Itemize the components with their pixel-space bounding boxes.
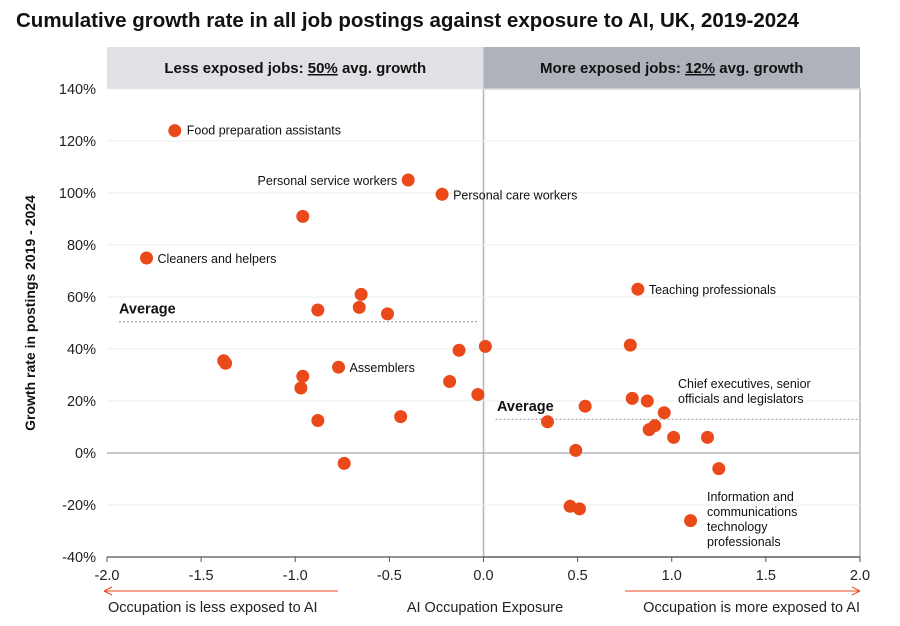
data-point	[471, 388, 485, 401]
data-point	[140, 251, 154, 265]
y-tick-label: -20%	[62, 498, 96, 514]
data-point	[394, 410, 408, 424]
point-annotation: Personal care workers	[453, 188, 577, 202]
data-point	[625, 391, 639, 405]
data-point	[642, 423, 656, 437]
data-point	[478, 339, 492, 353]
point-annotation: Personal service workers	[258, 174, 398, 188]
left-panel-value: 50%	[308, 60, 338, 77]
left-panel-prefix: Less exposed jobs:	[164, 60, 307, 77]
data-points	[140, 124, 726, 528]
more-exposed-panel-border	[482, 88, 861, 558]
right-panel-value: 12%	[685, 60, 715, 77]
x-axis-title: AI Occupation Exposure	[407, 600, 563, 616]
y-axis-title: Growth rate in postings 2019 - 2024	[22, 195, 38, 431]
gridlines: -40% -20% 0% 20% 40% 60% 80% 100% 120% 140%	[59, 82, 860, 566]
left-panel-suffix: avg. growth	[338, 60, 426, 77]
data-point	[354, 287, 368, 301]
data-point	[631, 282, 645, 296]
point-annotation: Cleaners and helpers	[158, 252, 277, 266]
y-tick-label: 120%	[59, 134, 96, 150]
y-tick-label: 40%	[67, 342, 96, 358]
point-annotation-line: communications	[707, 505, 797, 519]
y-tick-label: 20%	[67, 394, 96, 410]
data-point	[294, 381, 308, 395]
data-point	[640, 394, 654, 408]
y-tick-label: 100%	[59, 186, 96, 202]
point-annotation-line: technology	[707, 520, 768, 534]
data-point	[296, 209, 310, 223]
point-annotation-line: Information and	[707, 490, 794, 504]
data-point	[657, 406, 671, 420]
data-point	[219, 356, 233, 370]
axes: -2.0 -1.5 -1.0 -0.5 0.0 0.5 1.0 1.5 2.0 Growth ra…	[22, 195, 870, 584]
right-panel-suffix: avg. growth	[715, 60, 803, 77]
point-annotations: Food preparation assistants Personal serv…	[158, 124, 811, 549]
data-point	[401, 173, 415, 187]
data-point	[569, 443, 583, 457]
data-point	[573, 502, 587, 516]
right-panel-label: More exposed jobs: 12% avg. growth	[540, 60, 803, 77]
less-exposed-arrow-head	[103, 586, 113, 596]
data-point	[435, 187, 449, 201]
data-point	[578, 399, 592, 413]
data-point	[623, 338, 637, 352]
more-exposed-header	[483, 47, 860, 89]
data-point	[667, 430, 681, 444]
left-panel-label: Less exposed jobs: 50% avg. growth	[164, 60, 426, 77]
average-label-more-exposed: Average	[497, 399, 554, 415]
point-annotation-line: professionals	[707, 535, 781, 549]
x-tick-label: 2.0	[850, 568, 870, 584]
data-point	[712, 462, 726, 476]
bottom-labels: Occupation is less exposed to AI AI Occup…	[103, 586, 861, 616]
data-point	[296, 369, 310, 383]
y-tick-label: 80%	[67, 238, 96, 254]
data-point	[337, 456, 351, 470]
point-annotation: Chief executives, senior officials and le…	[678, 377, 811, 406]
y-tick-label: 60%	[67, 290, 96, 306]
data-point	[311, 303, 325, 317]
x-tick-label: 1.5	[756, 568, 776, 584]
x-tick-label: -2.0	[95, 568, 120, 584]
data-point	[684, 514, 698, 528]
data-point	[311, 414, 325, 427]
point-annotation: Assemblers	[350, 361, 415, 375]
y-tick-label: -40%	[62, 550, 96, 566]
average-lines: Average Average	[119, 302, 860, 420]
more-exposed-label: Occupation is more exposed to AI	[643, 600, 860, 616]
y-tick-label: 0%	[75, 446, 96, 462]
y-tick-label: 140%	[59, 82, 96, 98]
data-point	[168, 124, 182, 138]
x-tick-label: 0.5	[568, 568, 588, 584]
data-point	[701, 430, 715, 444]
average-label-less-exposed: Average	[119, 302, 176, 318]
point-annotation-line: officials and legislators	[678, 392, 804, 406]
exposure-panels: Less exposed jobs: 50% avg. growth More e…	[107, 47, 861, 558]
point-annotation-line: Chief executives, senior	[678, 377, 811, 391]
less-exposed-header	[107, 47, 484, 89]
point-annotation: Teaching professionals	[649, 283, 776, 297]
right-panel-prefix: More exposed jobs:	[540, 60, 685, 77]
x-tick-label: -1.5	[189, 568, 214, 584]
data-point	[380, 307, 394, 321]
data-point	[332, 360, 346, 374]
point-annotation: Information and communications technology p…	[707, 490, 797, 549]
less-exposed-label: Occupation is less exposed to AI	[108, 600, 318, 616]
data-point	[541, 415, 555, 429]
chart-title: Cumulative growth rate in all job postin…	[16, 9, 800, 32]
x-tick-label: -1.0	[283, 568, 308, 584]
point-annotation: Food preparation assistants	[187, 124, 341, 138]
more-exposed-arrow-head	[851, 586, 861, 596]
x-tick-label: 1.0	[662, 568, 682, 584]
data-point	[443, 375, 457, 388]
x-tick-label: 0.0	[473, 568, 493, 584]
data-point	[352, 300, 366, 314]
data-point	[452, 343, 466, 357]
x-tick-label: -0.5	[377, 568, 402, 584]
